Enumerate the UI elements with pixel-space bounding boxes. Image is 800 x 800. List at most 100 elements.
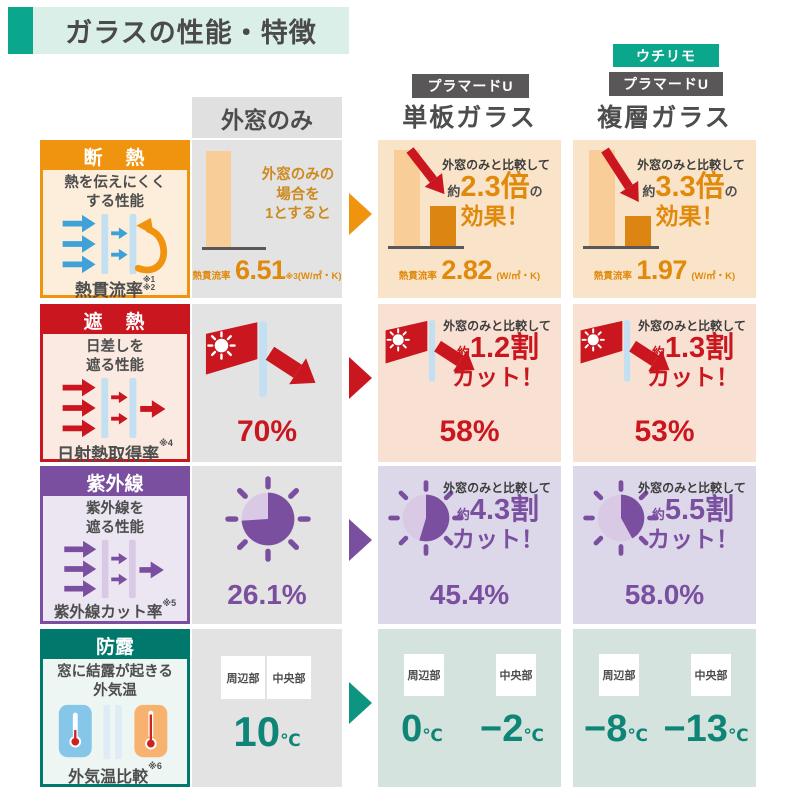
base-note: 外窓のみの 場合を 1とすると [261,167,335,223]
insulation-flow-icon [43,212,187,276]
dew-single-center-temp: −2℃ [480,708,544,750]
shgc-single-value: 58% [439,415,500,448]
bar-baseline [583,246,659,249]
dew-row-header: 防露 [43,632,187,659]
uv-double-cell: 外窓のみと比較して 約5.5割 カット！ 58.0% [573,466,756,624]
dew-double-center-temp: −13℃ [663,708,749,750]
dew-single-cell: 周辺部 中央部 0℃ −2℃ [378,629,561,787]
uv-pie-sun-icon [388,480,464,556]
cut-value: 約1.2割 カット！ [452,332,544,391]
sunbeam-icon [385,320,475,382]
insulation-row-header: 断 熱 [43,143,187,170]
cut-value: 約4.3割 カット！ [452,494,544,553]
label-center: 中央部 [267,656,311,699]
arrow-right-insulation [349,193,372,235]
page-title-bar: ガラスの性能・特徴 [33,7,349,54]
sunbeam-icon [205,321,316,397]
label-edge: 周辺部 [599,654,639,696]
shading-flow-icon [43,376,187,440]
cut-value: 約5.5割 カット！ [647,494,739,553]
shgc-base-value: 70% [236,415,298,448]
column-header-single: 単板ガラス [402,104,537,132]
uv-flow-icon [43,538,187,600]
label-center: 中央部 [691,654,731,696]
page-title: ガラスの性能・特徴 [65,18,317,48]
compare-note: 外窓のみと比較して [638,481,746,495]
heat-flow-icon [62,213,167,274]
brand-badge-uchirimo-label: ウチリモ [636,47,696,64]
base-bar [206,151,231,247]
arrow-right-uv [349,519,372,561]
uv-base-value: 26.1% [227,579,307,610]
uv-base-cell: 26.1% [192,466,342,624]
dew-single-edge-temp: 0℃ [401,708,443,750]
decrease-arrow-icon [406,147,445,195]
insulation-metric-label: 熱貫流率 ※1 ※2 [74,274,156,300]
compare-note: 外窓のみと比較して [638,319,746,333]
dew-thermometer-icon [43,701,187,763]
dew-legend-cell: 防露 窓に結露が起きる 外気温 [40,629,190,787]
label-edge: 周辺部 [404,654,444,696]
uv-pie-sun-icon [583,480,659,556]
shading-base-cell: 70% [192,304,342,462]
dew-metric-label: 外気温比較 ※6 [68,760,162,786]
bar-baseline [388,246,464,249]
shgc-double-value: 53% [634,415,695,448]
shading-single-cell: 外窓のみと比較して 約1.2割 カット！ 58% [378,304,561,462]
dew-double-cell: 周辺部 中央部 −8℃ −13℃ [573,629,756,787]
brand-badge-uchirimo: ウチリモ [613,44,719,67]
sunbeam-icon [580,320,670,382]
insulation-double-cell: 外窓のみと比較して 約3.3倍の 効果！ 熱貫流率 1.97 (W/㎡・K) [573,140,756,298]
shading-metric-label: 日射熱取得率 ※4 [57,437,173,464]
column-header-base-label: 外窓のみ [221,106,313,133]
compare-note: 外窓のみと比較して [443,319,551,333]
compare-note: 外窓のみと比較して [443,481,551,495]
insulation-legend-cell: 断 熱 熱を伝えにくく する性能 [40,140,190,300]
shading-row-header: 遮 熱 [43,307,187,334]
arrow-right-dew [349,682,372,724]
effect-value: 約3.3倍の 効果！ [642,171,738,230]
u-value-base: 熱貫流率 6.51※3(W/㎡・K) [192,255,342,285]
uv-legend-cell: 紫外線 紫外線を 遮る性能 [40,466,190,624]
dew-description: 窓に結露が起きる 外気温 [57,664,173,699]
dew-base-cell: 周辺部 中央部 10℃ [192,629,342,787]
uv-description: 紫外線を 遮る性能 [86,501,144,536]
uv-double-value: 58.0% [624,579,705,610]
column-header-double: 複層ガラス [597,104,732,132]
brand-badge-single: プラマードU [412,74,529,98]
shading-legend-cell: 遮 熱 日差しを 遮る性能 [40,304,190,464]
insulation-metric-notes: ※1 ※2 [142,274,156,293]
label-edge: 周辺部 [221,656,265,699]
effect-value: 約2.3倍の 効果！ [447,171,543,230]
sun-flow-icon [62,377,166,438]
insulation-base-cell: 外窓のみの 場合を 1とすると 熱貫流率 6.51※3(W/㎡・K) [192,140,342,298]
uv-metric-label: 紫外線カット率 ※5 [53,597,177,621]
cut-value: 約1.3割 カット！ [647,332,739,391]
thermometers-icon [58,704,168,759]
uv-row-header: 紫外線 [43,469,187,496]
uv-flow-icon [64,539,164,598]
insulation-description: 熱を伝えにくく する性能 [64,175,166,210]
brand-badge-double-label: プラマードU [622,76,710,92]
uv-single-cell: 外窓のみと比較して 約4.3割 カット！ 45.4% [378,466,561,624]
reduced-bar [430,206,456,246]
tall-bar [394,150,420,246]
arrow-right-shading [349,357,372,399]
compare-note: 外窓のみと比較して [442,158,550,172]
u-value-double: 熱貫流率 1.97 (W/㎡・K) [593,255,736,285]
uv-pie-sun-icon [225,476,311,562]
dew-base-temp: 10℃ [233,708,301,755]
dew-double-edge-temp: −8℃ [584,708,648,750]
decrease-arrow-icon [601,147,639,202]
brand-badge-double: プラマードU [609,72,723,96]
reduced-bar [625,216,651,246]
shading-double-cell: 外窓のみと比較して 約1.3割 カット！ 53% [573,304,756,462]
title-accent-square [8,7,33,54]
u-value-single: 熱貫流率 2.82 (W/㎡・K) [398,255,541,285]
shading-description: 日差しを 遮る性能 [86,339,144,374]
uv-single-value: 45.4% [429,579,510,610]
compare-note: 外窓のみと比較して [637,158,745,172]
brand-badge-single-label: プラマードU [427,78,514,94]
label-center: 中央部 [496,654,536,696]
